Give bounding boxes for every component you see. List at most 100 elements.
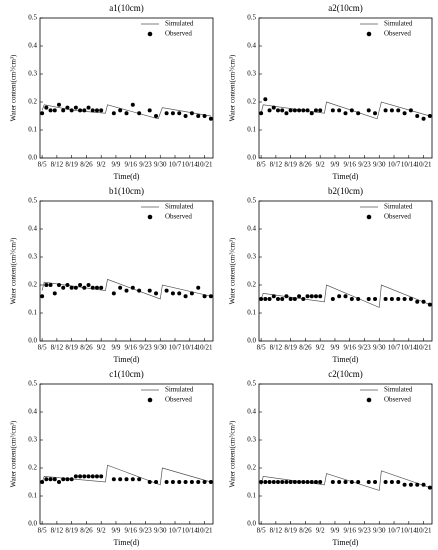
observed-point: [383, 297, 388, 301]
observed-point: [427, 302, 432, 307]
observed-point: [408, 297, 413, 301]
observed-point: [313, 108, 318, 113]
observed-point: [275, 297, 280, 301]
chart-title: b1(10cm): [109, 186, 144, 196]
observed-point: [137, 477, 142, 482]
x-tick-label: 9/9: [111, 527, 120, 535]
x-tick-label: 8/5: [257, 344, 266, 352]
x-tick-label: 9/2: [316, 161, 325, 169]
legend-label: Observed: [384, 213, 411, 221]
x-tick-label: 10/14: [401, 344, 417, 352]
y-tick-label: 0.1: [247, 309, 256, 317]
y-tick-label: 0.3: [247, 70, 256, 78]
observed-point: [147, 288, 152, 293]
observed-point: [415, 114, 420, 118]
chart-title: b2(10cm): [328, 186, 363, 196]
observed-point: [309, 111, 314, 116]
x-tick-label: 9/9: [330, 344, 339, 352]
x-tick-label: 9/9: [111, 344, 120, 352]
observed-point: [69, 477, 74, 482]
observed-point: [137, 288, 142, 293]
x-tick-label: 8/26: [299, 527, 312, 535]
observed-point: [356, 480, 361, 484]
x-tick-label: 8/19: [284, 161, 297, 169]
y-tick-label: 0.3: [28, 436, 37, 444]
plot-frame: [258, 383, 433, 525]
observed-point: [280, 108, 285, 113]
observed-point: [383, 480, 388, 484]
x-tick-label: 8/5: [38, 344, 47, 352]
x-tick-label: 9/30: [154, 161, 167, 169]
observed-point: [292, 480, 297, 484]
observed-point: [259, 111, 264, 116]
observed-point: [52, 477, 57, 482]
observed-point: [130, 102, 135, 107]
y-tick-label: 0.5: [28, 380, 37, 388]
observed-point: [99, 108, 104, 113]
chart-title: c2(10cm): [328, 369, 362, 379]
observed-point: [124, 477, 129, 482]
y-tick-label: 0.2: [247, 281, 256, 289]
observed-point: [275, 108, 280, 113]
observed-point: [56, 480, 61, 484]
observed-point: [408, 108, 413, 113]
legend-label: Simulated: [165, 203, 194, 211]
observed-point: [111, 477, 116, 482]
x-tick-label: 9/16: [343, 344, 356, 352]
y-axis-label: Water content(cm³/cm³): [229, 54, 237, 121]
x-tick-label: 10/14: [401, 161, 417, 169]
observed-point: [301, 480, 306, 484]
y-tick-label: 0.5: [28, 14, 37, 22]
observed-point: [402, 482, 407, 487]
observed-point: [147, 480, 152, 484]
observed-point: [389, 297, 394, 301]
observed-point: [44, 105, 49, 110]
observed-point: [56, 102, 61, 107]
legend-swatch: [366, 214, 372, 220]
observed-point: [208, 116, 213, 121]
legend-swatch: [366, 31, 372, 37]
observed-point: [40, 111, 45, 116]
observed-point: [40, 294, 45, 299]
x-tick-label: 9/23: [139, 527, 152, 535]
x-tick-label: 10/21: [416, 527, 432, 535]
observed-point: [301, 108, 306, 113]
observed-point: [427, 114, 432, 118]
observed-point: [82, 108, 87, 113]
x-tick-label: 9/2: [316, 344, 325, 352]
observed-point: [111, 111, 116, 116]
x-tick-label: 9/23: [358, 527, 371, 535]
legend-label: Simulated: [165, 386, 194, 394]
x-tick-label: 9/9: [330, 527, 339, 535]
observed-point: [343, 294, 348, 299]
x-tick-label: 8/26: [299, 161, 312, 169]
observed-point: [208, 294, 213, 299]
observed-point: [271, 105, 276, 110]
observed-point: [271, 480, 276, 484]
legend-label: Simulated: [384, 203, 413, 211]
observed-point: [118, 108, 123, 113]
x-tick-label: 9/23: [358, 344, 371, 352]
x-tick-label: 8/26: [299, 344, 312, 352]
simulated-line: [260, 470, 431, 491]
observed-point: [124, 111, 129, 116]
x-tick-label: 8/19: [65, 161, 78, 169]
observed-point: [82, 474, 87, 479]
y-axis-label: Water content(cm³/cm³): [10, 54, 18, 121]
y-axis-label: Water content(cm³/cm³): [229, 237, 237, 304]
x-tick-label: 8/12: [51, 344, 64, 352]
legend-label: Simulated: [165, 20, 194, 28]
observed-point: [208, 480, 213, 484]
observed-point: [349, 297, 354, 301]
observed-point: [318, 480, 323, 484]
observed-point: [396, 108, 401, 113]
x-tick-label: 8/12: [270, 344, 283, 352]
y-tick-label: 0.5: [247, 380, 256, 388]
x-tick-label: 8/5: [257, 527, 266, 535]
simulated-line: [260, 101, 430, 120]
observed-point: [297, 294, 302, 299]
y-tick-label: 0.2: [247, 98, 256, 106]
observed-point: [259, 480, 264, 484]
y-tick-label: 0.0: [28, 337, 37, 345]
y-tick-label: 0.2: [28, 464, 37, 472]
